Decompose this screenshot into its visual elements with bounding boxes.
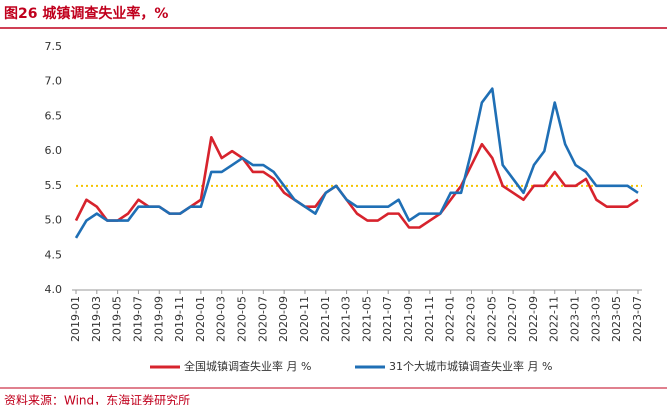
x-tick-label: 2020-11 bbox=[298, 296, 311, 342]
x-tick-label: 2021-07 bbox=[381, 296, 394, 342]
x-tick-label: 2021-11 bbox=[423, 296, 436, 342]
x-tick-label: 2021-01 bbox=[319, 296, 332, 342]
y-tick-label: 6.0 bbox=[45, 144, 63, 157]
x-tick-label: 2019-11 bbox=[173, 296, 186, 342]
x-tick-label: 2020-07 bbox=[256, 296, 269, 342]
legend-label: 31个大城市城镇调查失业率 月 % bbox=[389, 359, 552, 373]
x-tick-label: 2021-09 bbox=[402, 296, 415, 342]
series-line bbox=[74, 135, 639, 229]
y-tick-label: 5.5 bbox=[45, 179, 63, 192]
x-tick-label: 2019-03 bbox=[90, 296, 103, 342]
chart-title: 图26 城镇调查失业率，% bbox=[4, 5, 168, 22]
x-tick-label: 2022-01 bbox=[444, 296, 457, 342]
x-tick-label: 2023-05 bbox=[610, 296, 623, 342]
x-tick-label: 2023-07 bbox=[631, 296, 644, 342]
x-tick-label: 2019-01 bbox=[69, 296, 82, 342]
x-tick-label: 2019-09 bbox=[152, 296, 165, 342]
x-tick-label: 2020-03 bbox=[215, 296, 228, 342]
x-tick-label: 2021-03 bbox=[340, 296, 353, 342]
y-tick-label: 4.5 bbox=[45, 248, 63, 261]
series-line bbox=[74, 87, 639, 239]
x-tick-label: 2022-05 bbox=[485, 296, 498, 342]
x-tick-label: 2023-01 bbox=[569, 296, 582, 342]
y-tick-label: 7.5 bbox=[45, 40, 63, 53]
x-tick-label: 2021-05 bbox=[360, 296, 373, 342]
x-tick-label: 2022-11 bbox=[548, 296, 561, 342]
y-tick-label: 6.5 bbox=[45, 109, 63, 122]
legend-label: 全国城镇调查失业率 月 % bbox=[184, 359, 311, 373]
x-tick-label: 2022-09 bbox=[527, 296, 540, 342]
x-tick-label: 2022-07 bbox=[506, 296, 519, 342]
y-tick-label: 7.0 bbox=[45, 75, 63, 88]
x-tick-label: 2020-09 bbox=[277, 296, 290, 342]
x-tick-label: 2023-03 bbox=[589, 296, 602, 342]
x-tick-label: 2022-03 bbox=[464, 296, 477, 342]
x-tick-label: 2019-05 bbox=[111, 296, 124, 342]
source: 资料来源：Wind，东海证券研究所 bbox=[4, 393, 190, 405]
x-tick-label: 2019-07 bbox=[131, 296, 144, 342]
x-tick-label: 2020-01 bbox=[194, 296, 207, 342]
y-tick-label: 5.0 bbox=[45, 214, 63, 227]
x-tick-label: 2020-05 bbox=[236, 296, 249, 342]
y-tick-label: 4.0 bbox=[45, 283, 63, 296]
